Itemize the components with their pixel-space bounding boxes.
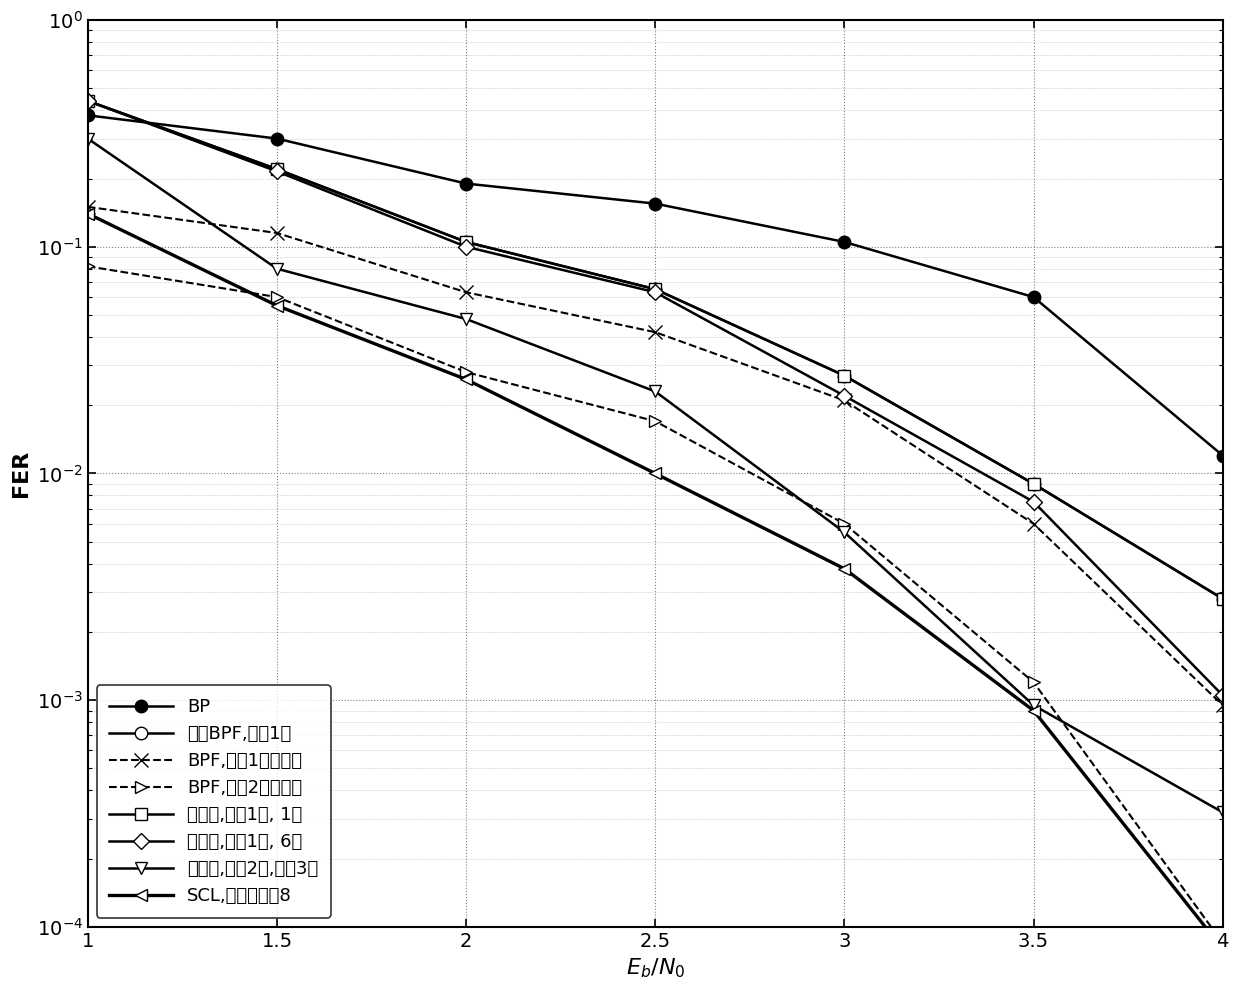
- Line: BPF,翻转2位理论值: BPF,翻转2位理论值: [82, 260, 1229, 949]
- BPF,翻转2位理论值: [837, 518, 852, 530]
- 传统BPF,翻转1位: [459, 236, 474, 248]
- Legend: BP, 传统BPF,翻转1位, BPF,翻转1位理论值, BPF,翻转2位理论值, 本发明,翻转1位, 1次, 本发明,翻转1位, 6次, 本发明,翻转2位,每: BP, 传统BPF,翻转1位, BPF,翻转1位理论值, BPF,翻转2位理论值…: [97, 686, 331, 918]
- Line: BP: BP: [82, 109, 1229, 462]
- BP: [1215, 450, 1230, 462]
- 本发明,翻转1位, 1次: [1215, 593, 1230, 605]
- SCL,列表长度为8: [269, 299, 284, 311]
- SCL,列表长度为8: [1027, 705, 1042, 716]
- 本发明,翻转1位, 1次: [1027, 478, 1042, 490]
- BPF,翻转1位理论值: [269, 227, 284, 239]
- BP: [1027, 291, 1042, 303]
- 本发明,翻转2位,每位3次: [459, 313, 474, 325]
- 传统BPF,翻转1位: [81, 95, 95, 107]
- X-axis label: $E_b/N_0$: $E_b/N_0$: [625, 956, 684, 980]
- 本发明,翻转1位, 6次: [81, 95, 95, 107]
- 本发明,翻转2位,每位3次: [647, 385, 662, 397]
- BPF,翻转2位理论值: [1215, 936, 1230, 948]
- 本发明,翻转1位, 1次: [269, 164, 284, 175]
- BPF,翻转1位理论值: [81, 201, 95, 213]
- 传统BPF,翻转1位: [269, 164, 284, 175]
- SCL,列表长度为8: [459, 374, 474, 385]
- BPF,翻转2位理论值: [81, 261, 95, 273]
- BPF,翻转2位理论值: [459, 366, 474, 378]
- 传统BPF,翻转1位: [647, 283, 662, 295]
- BP: [269, 133, 284, 145]
- 本发明,翻转1位, 6次: [269, 165, 284, 177]
- BPF,翻转2位理论值: [1027, 676, 1042, 688]
- 本发明,翻转2位,每位3次: [837, 526, 852, 538]
- BPF,翻转1位理论值: [1027, 518, 1042, 530]
- Line: BPF,翻转1位理论值: BPF,翻转1位理论值: [81, 200, 1230, 713]
- 本发明,翻转1位, 6次: [459, 241, 474, 253]
- 传统BPF,翻转1位: [1027, 478, 1042, 490]
- Line: 本发明,翻转1位, 1次: 本发明,翻转1位, 1次: [82, 95, 1229, 606]
- Line: SCL,列表长度为8: SCL,列表长度为8: [82, 207, 1229, 955]
- 本发明,翻转1位, 1次: [837, 370, 852, 382]
- BPF,翻转2位理论值: [647, 415, 662, 427]
- 本发明,翻转1位, 6次: [837, 389, 852, 401]
- 本发明,翻转1位, 1次: [647, 283, 662, 295]
- BPF,翻转1位理论值: [1215, 700, 1230, 712]
- 传统BPF,翻转1位: [837, 370, 852, 382]
- SCL,列表长度为8: [837, 563, 852, 575]
- 本发明,翻转1位, 1次: [459, 236, 474, 248]
- SCL,列表长度为8: [81, 208, 95, 220]
- 本发明,翻转2位,每位3次: [269, 263, 284, 275]
- SCL,列表长度为8: [1215, 942, 1230, 954]
- 本发明,翻转2位,每位3次: [1027, 700, 1042, 712]
- 本发明,翻转1位, 6次: [1215, 690, 1230, 702]
- BPF,翻转1位理论值: [459, 286, 474, 298]
- BPF,翻转1位理论值: [647, 326, 662, 338]
- BPF,翻转1位理论值: [837, 394, 852, 406]
- BP: [459, 177, 474, 189]
- Line: 本发明,翻转2位,每位3次: 本发明,翻转2位,每位3次: [82, 133, 1229, 819]
- 本发明,翻转2位,每位3次: [1215, 807, 1230, 819]
- BP: [647, 197, 662, 209]
- BP: [81, 109, 95, 121]
- 本发明,翻转1位, 6次: [647, 286, 662, 298]
- Line: 本发明,翻转1位, 6次: 本发明,翻转1位, 6次: [82, 95, 1229, 701]
- 本发明,翻转1位, 6次: [1027, 496, 1042, 507]
- SCL,列表长度为8: [647, 468, 662, 480]
- BP: [837, 236, 852, 248]
- 本发明,翻转1位, 1次: [81, 95, 95, 107]
- BPF,翻转2位理论值: [269, 291, 284, 303]
- Line: 传统BPF,翻转1位: 传统BPF,翻转1位: [82, 95, 1229, 606]
- 本发明,翻转2位,每位3次: [81, 133, 95, 145]
- Y-axis label: FER: FER: [11, 450, 31, 497]
- 传统BPF,翻转1位: [1215, 593, 1230, 605]
